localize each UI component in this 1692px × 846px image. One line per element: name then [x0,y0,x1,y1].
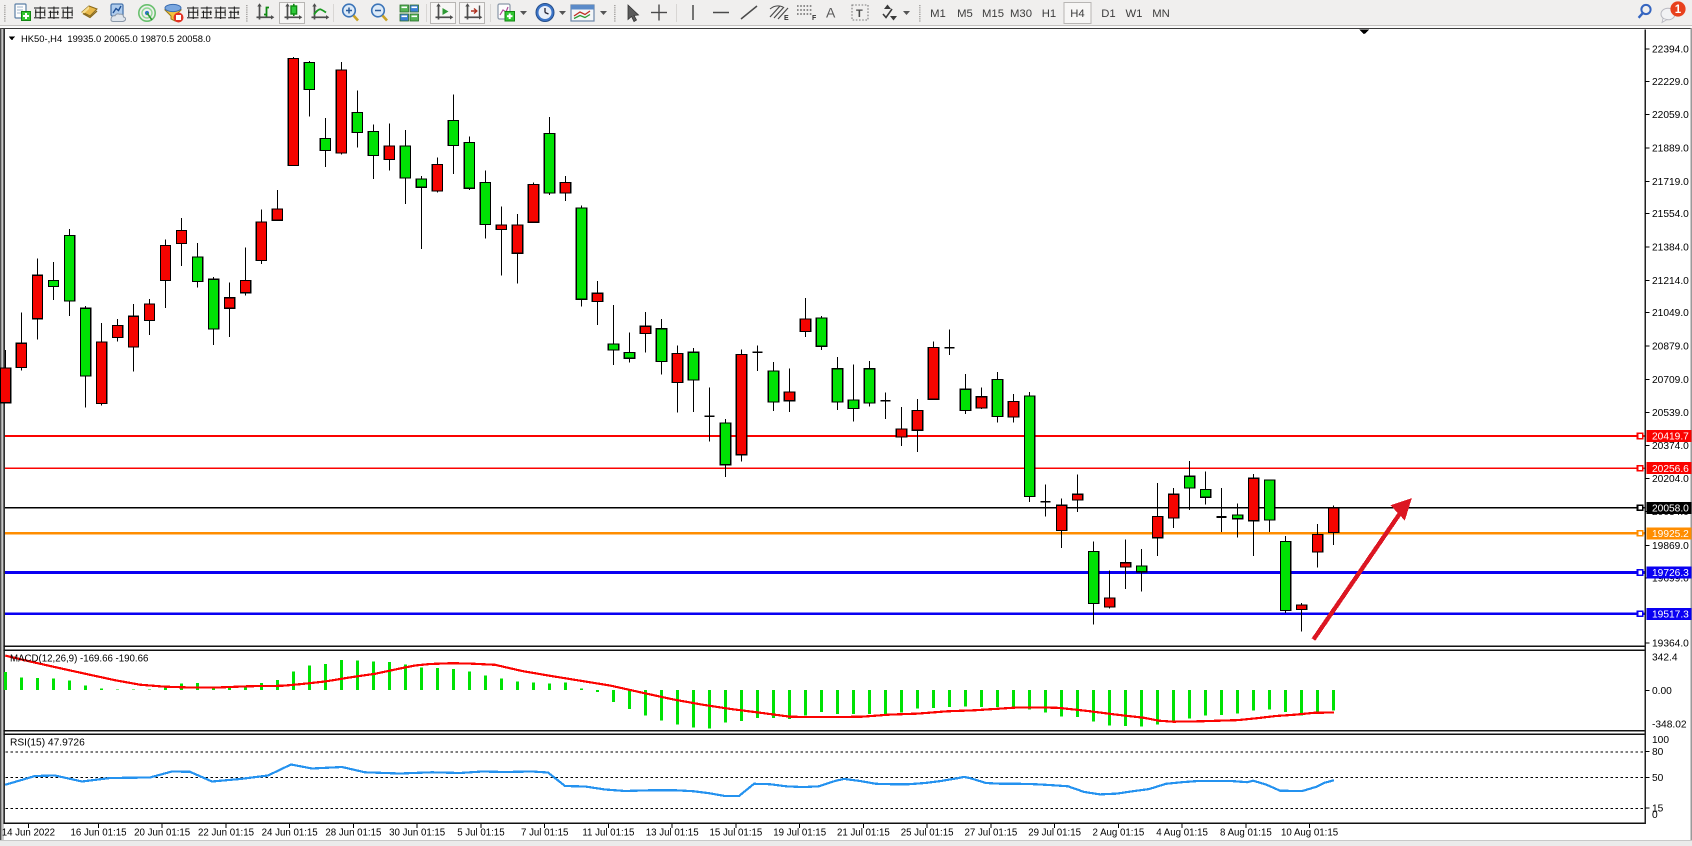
svg-text:25 Jul 01:15: 25 Jul 01:15 [901,828,954,839]
svg-text:21889.0: 21889.0 [1652,144,1689,155]
svg-text:19364.0: 19364.0 [1652,639,1689,650]
svg-text:5 Jul 01:15: 5 Jul 01:15 [457,828,504,839]
svg-text:342.4: 342.4 [1652,653,1678,664]
svg-text:28 Jun 01:15: 28 Jun 01:15 [325,828,381,839]
svg-text:24 Jun 01:15: 24 Jun 01:15 [262,828,318,839]
svg-text:20 Jun 01:15: 20 Jun 01:15 [134,828,190,839]
svg-text:21719.0: 21719.0 [1652,177,1689,188]
svg-text:22 Jun 01:15: 22 Jun 01:15 [198,828,254,839]
svg-text:W1: W1 [1126,8,1143,20]
svg-text:M5: M5 [957,8,973,20]
svg-text:M1: M1 [930,8,946,20]
svg-text:7 Jul 01:15: 7 Jul 01:15 [521,828,568,839]
svg-text:4 Aug 01:15: 4 Aug 01:15 [1156,828,1208,839]
svg-text:50: 50 [1652,773,1664,784]
svg-text:20539.0: 20539.0 [1652,408,1689,419]
svg-text:MACD(12,26,9) -169.66 -190.66: MACD(12,26,9) -169.66 -190.66 [10,654,148,665]
svg-text:21384.0: 21384.0 [1652,243,1689,254]
svg-text:19869.0: 19869.0 [1652,541,1689,552]
svg-text:15: 15 [1652,804,1664,815]
svg-text:19 Jul 01:15: 19 Jul 01:15 [773,828,826,839]
svg-text:14 Jun 2022: 14 Jun 2022 [2,828,55,839]
svg-text:16 Jun 01:15: 16 Jun 01:15 [70,828,126,839]
svg-text:21554.0: 21554.0 [1652,209,1689,220]
svg-text:HK50-,H4 19935.0 20065.0 1987: HK50-,H4 19935.0 20065.0 19870.5 20058.0 [21,33,211,44]
svg-text:E: E [784,15,789,22]
svg-text:20374.0: 20374.0 [1652,441,1689,452]
svg-text:80: 80 [1652,747,1664,758]
svg-text:19726.3: 19726.3 [1652,568,1689,579]
svg-text:100: 100 [1652,735,1669,746]
svg-text:1: 1 [1675,4,1682,16]
svg-text:13 Jul 01:15: 13 Jul 01:15 [646,828,699,839]
svg-text:M30: M30 [1010,8,1032,20]
svg-text:H4: H4 [1070,8,1084,20]
svg-text:RSI(15) 47.9726: RSI(15) 47.9726 [10,738,85,749]
svg-text:A: A [826,5,836,21]
svg-text:H1: H1 [1042,8,1056,20]
svg-text:27 Jul 01:15: 27 Jul 01:15 [965,828,1018,839]
svg-text:15 Jul 01:15: 15 Jul 01:15 [710,828,763,839]
svg-text:21 Jul 01:15: 21 Jul 01:15 [837,828,890,839]
svg-text:M15: M15 [982,8,1004,20]
svg-text:10 Aug 01:15: 10 Aug 01:15 [1281,828,1338,839]
svg-text:21214.0: 21214.0 [1652,276,1689,287]
svg-text:20419.7: 20419.7 [1652,432,1689,443]
svg-text:22059.0: 22059.0 [1652,110,1689,121]
svg-text:0.00: 0.00 [1652,686,1672,697]
svg-text:29 Jul 01:15: 29 Jul 01:15 [1028,828,1081,839]
svg-text:19699.0: 19699.0 [1652,573,1689,584]
svg-text:T: T [856,8,863,20]
svg-text:21049.0: 21049.0 [1652,308,1689,319]
svg-text:D1: D1 [1101,8,1115,20]
svg-text:20058.0: 20058.0 [1652,503,1689,514]
svg-text:30 Jun 01:15: 30 Jun 01:15 [389,828,445,839]
svg-text:-348.02: -348.02 [1652,720,1687,731]
svg-text:19925.2: 19925.2 [1652,529,1689,540]
svg-text:22394.0: 22394.0 [1652,45,1689,56]
svg-text:8 Aug 01:15: 8 Aug 01:15 [1220,828,1272,839]
svg-text:20709.0: 20709.0 [1652,375,1689,386]
svg-text:11 Jul 01:15: 11 Jul 01:15 [582,828,634,839]
svg-text:20256.6: 20256.6 [1652,464,1689,475]
svg-text:19517.3: 19517.3 [1652,609,1689,620]
svg-text:F: F [812,15,817,22]
svg-text:MN: MN [1152,8,1170,20]
svg-text:2 Aug 01:15: 2 Aug 01:15 [1093,828,1145,839]
svg-text:20879.0: 20879.0 [1652,342,1689,353]
svg-text:20204.0: 20204.0 [1652,474,1689,485]
svg-text:22229.0: 22229.0 [1652,77,1689,88]
svg-text:0: 0 [1652,810,1658,821]
